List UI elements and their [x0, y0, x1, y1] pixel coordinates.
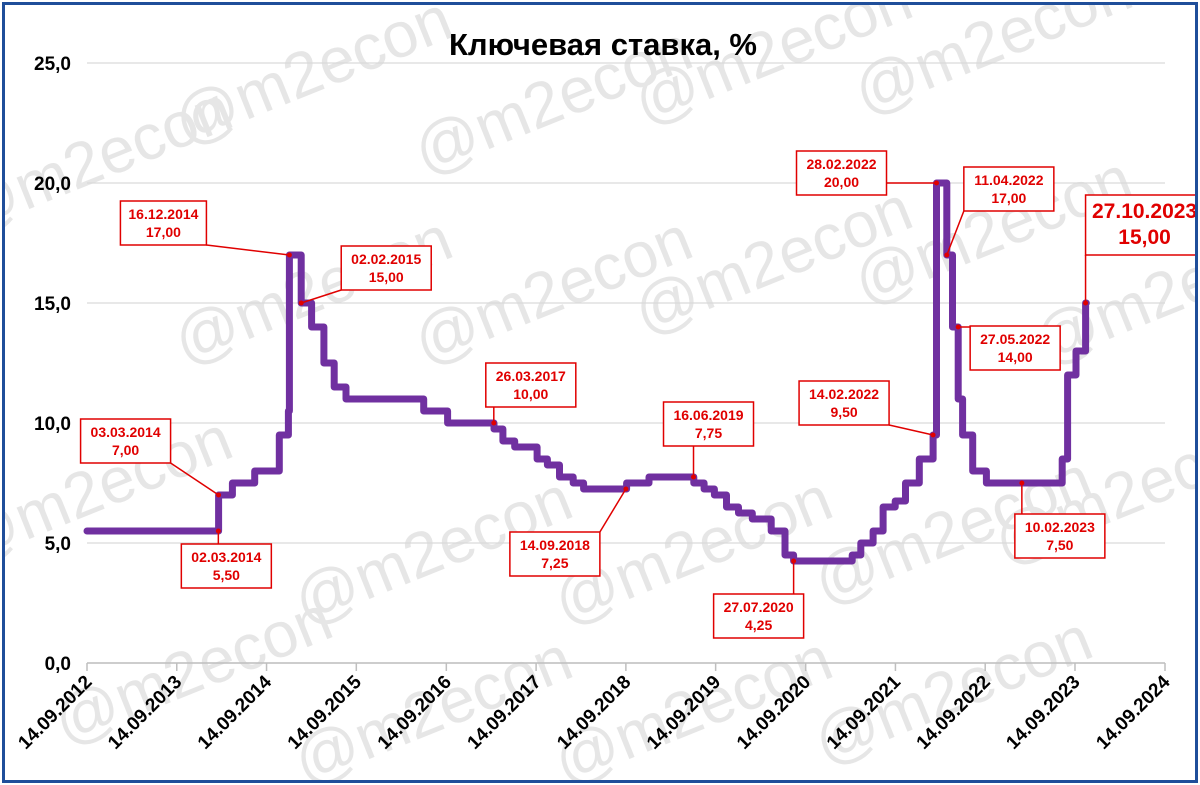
annotation: 27.07.2020 4,25 [712, 558, 805, 639]
annotation-value: 5,50 [213, 567, 240, 583]
annotation-date: 10.02.2023 [1025, 519, 1095, 535]
annotation-box [1084, 194, 1195, 256]
annotation-box [969, 325, 1061, 371]
key-rate-chart: @m2econ@m2econ@m2econ@m2econ@m2econ@m2ec… [5, 5, 1195, 780]
annotation: 26.03.2017 10,00 [485, 362, 577, 426]
annotation-value: 15,00 [1118, 226, 1171, 249]
x-tick-label: 14.09.2024 [1092, 671, 1174, 753]
annotation-box [798, 380, 890, 426]
annotation-value: 20,00 [824, 174, 859, 190]
axes [86, 662, 1166, 671]
annotation-leader [300, 289, 342, 304]
annotation-value: 17,00 [146, 224, 181, 240]
annotation-value: 15,00 [369, 269, 404, 285]
annotation-point [1019, 480, 1025, 486]
annotation-box [180, 543, 273, 589]
annotation-box [795, 150, 888, 196]
annotation-value: 7,00 [112, 442, 139, 458]
annotation-date: 02.03.2014 [191, 549, 261, 565]
annotation-date: 11.04.2022 [974, 172, 1044, 188]
annotation-leader [946, 210, 965, 256]
annotations: 03.03.2014 7,00 02.03.2014 5,50 16.12.2014 17… [79, 150, 1195, 639]
series-layer [83, 179, 1090, 565]
y-tick-label: 15,0 [34, 294, 71, 315]
annotation-box [1014, 513, 1106, 559]
annotation: 11.04.2022 17,00 [944, 166, 1055, 258]
annotation-point [623, 486, 629, 492]
annotation-date: 03.03.2014 [91, 424, 161, 440]
annotation-point [955, 324, 961, 330]
annotation-point [298, 300, 304, 306]
annotation-leader [888, 424, 934, 436]
y-tick-label: 20,0 [34, 174, 71, 195]
annotation-date: 27.10.2023 [1092, 200, 1195, 223]
annotation-date: 16.06.2019 [673, 407, 743, 423]
annotation-value: 9,50 [830, 404, 857, 420]
annotation-point [286, 252, 292, 258]
annotation: 16.12.2014 17,00 [119, 200, 292, 258]
y-tick-label: 10,0 [34, 414, 71, 435]
annotation-box [79, 418, 172, 464]
annotation-box [119, 200, 208, 246]
annotation-value: 10,00 [513, 386, 548, 402]
annotation: 14.02.2022 9,50 [798, 380, 936, 438]
annotation: 03.03.2014 7,00 [79, 418, 222, 498]
annotation-box [712, 593, 805, 639]
annotation-point [944, 252, 950, 258]
annotation-point [791, 558, 797, 564]
annotation-leader [599, 488, 627, 533]
annotation-point [215, 528, 221, 534]
series-line [83, 179, 1090, 565]
annotation-date: 14.09.2018 [520, 537, 590, 553]
annotation-point [691, 474, 697, 480]
annotation: 10.02.2023 7,50 [1014, 480, 1106, 559]
annotation-date: 27.05.2022 [980, 331, 1050, 347]
annotation-value: 14,00 [998, 349, 1033, 365]
annotation-value: 4,25 [745, 617, 772, 633]
y-tick-label: 5,0 [45, 534, 71, 555]
annotation: 27.10.2023 15,00 [1083, 194, 1195, 306]
annotation-leader [170, 462, 219, 496]
annotation-value: 7,50 [1046, 537, 1073, 553]
y-tick-labels: 0,0 5,0 10,0 15,0 20,0 25,0 [34, 54, 71, 675]
annotation: 28.02.2022 20,00 [795, 150, 940, 196]
annotation-leader [206, 244, 290, 256]
y-tick-label: 25,0 [34, 54, 71, 75]
annotation-box [485, 362, 577, 408]
annotation-box [509, 531, 601, 577]
annotation-date: 28.02.2022 [806, 156, 876, 172]
annotation-point [216, 492, 222, 498]
chart-title: Ключевая ставка, % [449, 27, 757, 62]
annotation: 27.05.2022 14,00 [955, 324, 1061, 371]
annotation-point [491, 420, 497, 426]
annotation-point [934, 180, 940, 186]
annotation-box [963, 166, 1055, 212]
annotation-value: 7,75 [695, 425, 722, 441]
annotation-date: 02.02.2015 [351, 251, 421, 267]
annotation-date: 16.12.2014 [128, 206, 198, 222]
annotation: 02.03.2014 5,50 [180, 528, 273, 589]
annotation-point [930, 432, 936, 438]
annotation-value: 17,00 [991, 190, 1026, 206]
annotation-date: 26.03.2017 [496, 368, 566, 384]
annotation-date: 27.07.2020 [724, 599, 794, 615]
y-tick-label: 0,0 [45, 654, 71, 675]
annotation: 14.09.2018 7,25 [509, 486, 629, 577]
annotation: 02.02.2015 15,00 [298, 245, 432, 306]
annotation-box [340, 245, 432, 291]
annotation-box [662, 401, 755, 447]
annotation-value: 7,25 [541, 555, 568, 571]
annotation-point [1083, 300, 1089, 306]
annotation-date: 14.02.2022 [809, 386, 879, 402]
annotation: 16.06.2019 7,75 [662, 401, 755, 480]
